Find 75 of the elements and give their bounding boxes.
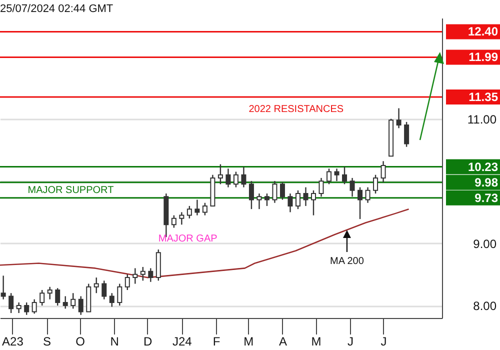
line-series	[0, 208, 410, 278]
candlestick	[233, 171, 238, 188]
candlestick	[396, 108, 402, 129]
candlestick	[32, 298, 37, 314]
candlestick	[78, 296, 84, 316]
candlestick	[117, 283, 122, 306]
candlestick	[280, 182, 285, 200]
x-tick-label: A	[278, 334, 287, 348]
x-tick-label: N	[110, 334, 119, 348]
candlestick	[132, 268, 138, 284]
candlestick	[102, 280, 107, 300]
candlestick	[70, 292, 76, 310]
candlestick	[248, 180, 254, 210]
candlestick	[55, 288, 60, 306]
candlestick	[358, 186, 363, 220]
annotation: MA 200	[330, 256, 364, 267]
annotation: MAJOR SUPPORT	[28, 185, 114, 196]
x-tick-label: J	[380, 334, 387, 348]
x-tick-label: F	[212, 334, 220, 348]
x-tick-label: D	[143, 334, 152, 348]
candlestick	[16, 302, 22, 314]
ref-line-label: 11.35	[468, 90, 498, 104]
candlestick	[202, 202, 208, 216]
candlestick	[303, 186, 308, 207]
candlestick	[380, 160, 386, 183]
ref-line-label: 10.23	[468, 160, 498, 174]
candlestick	[171, 214, 176, 228]
x-tick-label: J24	[172, 334, 192, 348]
annotation: MAJOR GAP	[158, 234, 218, 244]
candlestick	[326, 168, 332, 185]
candlestick	[318, 177, 324, 198]
candlestick	[24, 302, 30, 316]
candlestick	[8, 292, 14, 314]
candlestick	[62, 296, 68, 310]
candlestick	[350, 177, 355, 198]
x-tick-label: O	[76, 334, 85, 348]
candlestick	[47, 286, 52, 300]
candlestick	[179, 212, 184, 226]
x-tick-label: M	[244, 334, 254, 348]
candlestick	[226, 168, 231, 188]
candlestick	[94, 276, 99, 294]
candlestick	[295, 190, 300, 210]
x-tick-label: S	[43, 334, 52, 348]
y-tick-label: 8.00	[473, 299, 497, 314]
candlestick	[264, 192, 270, 207]
candlestick	[109, 292, 114, 308]
ref-line-label: 9.73	[474, 190, 498, 205]
ref-line-label: 11.99	[468, 50, 498, 64]
candlestick	[194, 199, 200, 216]
candlestick	[186, 205, 192, 220]
candlestick	[404, 121, 410, 148]
candlestick	[218, 164, 223, 185]
candlestick	[148, 268, 154, 282]
candlestick	[241, 166, 246, 188]
candlestick	[365, 186, 370, 204]
candlestick	[311, 190, 316, 216]
chart-title: 25/07/2024 02:44 GMT	[0, 3, 114, 15]
candlestick	[334, 168, 340, 182]
candlestick	[0, 275, 6, 300]
candlestick	[40, 289, 45, 306]
candlestick	[140, 266, 146, 282]
ref-line-label: 12.40	[468, 24, 498, 39]
y-tick-label: 9.00	[473, 236, 497, 251]
candlestick	[373, 174, 378, 194]
annotation: 2022 RESISTANCES	[248, 104, 344, 115]
candlestick	[124, 274, 130, 291]
candlestick	[256, 192, 262, 210]
candlestick	[272, 180, 278, 204]
y-tick-label: 11.00	[467, 112, 497, 126]
x-tick-label: M	[311, 334, 322, 348]
ref-line-label: 9.98	[474, 175, 498, 190]
x-tick-label: J	[348, 334, 354, 348]
candlestick	[342, 166, 348, 185]
candlestick	[288, 192, 293, 213]
x-tick-label: A23	[2, 334, 24, 348]
